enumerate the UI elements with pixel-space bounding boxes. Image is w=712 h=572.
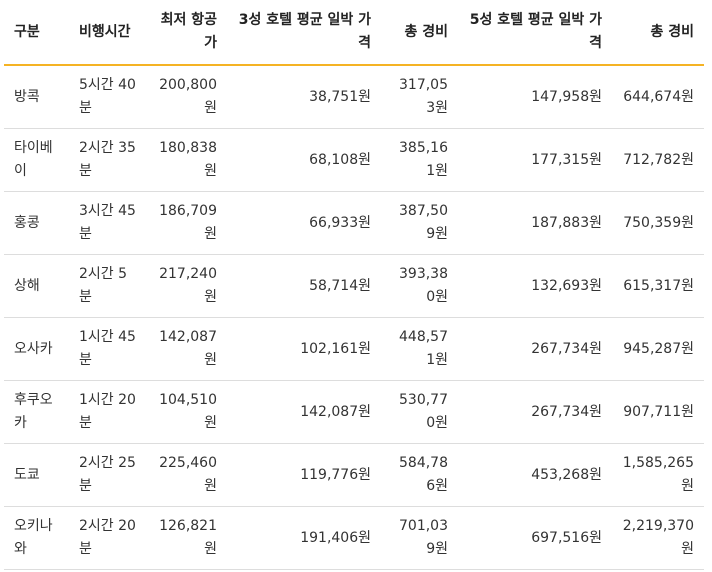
cell-region: 홍콩 — [4, 191, 69, 255]
cell-5star-hotel-price: 132,693원 — [458, 254, 612, 318]
cell-lowest-airfare: 180,838원 — [149, 128, 227, 192]
cell-flight-time: 3시간 45분 — [69, 191, 149, 255]
table-body: 방콕 5시간 40분 200,800원 38,751원 317,053원 147… — [4, 65, 704, 570]
cell-3star-total-cost: 701,039원 — [381, 506, 458, 570]
header-lowest-airfare: 최저 항공가 — [149, 0, 227, 66]
header-3star-total-cost: 총 경비 — [381, 0, 458, 66]
cell-5star-total-cost: 945,287원 — [612, 317, 704, 381]
cell-5star-hotel-price: 453,268원 — [458, 443, 612, 507]
cell-flight-time: 2시간 20분 — [69, 506, 149, 570]
cell-region: 오사카 — [4, 317, 69, 381]
cell-5star-total-cost: 1,585,265원 — [612, 443, 704, 507]
header-5star-hotel-price: 5성 호텔 평균 일박 가격 — [458, 0, 612, 66]
header-5star-total-cost: 총 경비 — [612, 0, 704, 66]
cell-lowest-airfare: 225,460원 — [149, 443, 227, 507]
table-row: 도쿄 2시간 25분 225,460원 119,776원 584,786원 45… — [4, 443, 704, 507]
cell-3star-total-cost: 385,161원 — [381, 128, 458, 192]
table-row: 오키나와 2시간 20분 126,821원 191,406원 701,039원 … — [4, 506, 704, 570]
cell-3star-total-cost: 584,786원 — [381, 443, 458, 507]
table-row: 상해 2시간 5분 217,240원 58,714원 393,380원 132,… — [4, 254, 704, 318]
cell-region: 상해 — [4, 254, 69, 318]
cell-3star-hotel-price: 191,406원 — [227, 506, 381, 570]
cell-region: 타이베이 — [4, 128, 69, 192]
cell-flight-time: 2시간 35분 — [69, 128, 149, 192]
cell-5star-hotel-price: 187,883원 — [458, 191, 612, 255]
cell-3star-hotel-price: 38,751원 — [227, 65, 381, 129]
cell-lowest-airfare: 104,510원 — [149, 380, 227, 444]
cell-flight-time: 5시간 40분 — [69, 65, 149, 129]
cell-5star-total-cost: 644,674원 — [612, 65, 704, 129]
cell-lowest-airfare: 126,821원 — [149, 506, 227, 570]
cell-3star-hotel-price: 142,087원 — [227, 380, 381, 444]
cell-3star-hotel-price: 68,108원 — [227, 128, 381, 192]
cell-flight-time: 1시간 45분 — [69, 317, 149, 381]
cell-3star-total-cost: 530,770원 — [381, 380, 458, 444]
cell-lowest-airfare: 217,240원 — [149, 254, 227, 318]
cell-flight-time: 2시간 5분 — [69, 254, 149, 318]
header-region: 구분 — [4, 0, 69, 66]
header-row: 구분 비행시간 최저 항공가 3성 호텔 평균 일박 가격 총 경비 5성 호텔… — [4, 0, 704, 66]
cell-3star-hotel-price: 58,714원 — [227, 254, 381, 318]
table-row: 홍콩 3시간 45분 186,709원 66,933원 387,509원 187… — [4, 191, 704, 255]
cell-3star-total-cost: 317,053원 — [381, 65, 458, 129]
header-flight-time: 비행시간 — [69, 0, 149, 66]
cell-3star-total-cost: 448,571원 — [381, 317, 458, 381]
cell-5star-hotel-price: 177,315원 — [458, 128, 612, 192]
cell-5star-hotel-price: 697,516원 — [458, 506, 612, 570]
travel-cost-table: 구분 비행시간 최저 항공가 3성 호텔 평균 일박 가격 총 경비 5성 호텔… — [4, 0, 704, 570]
cell-5star-total-cost: 907,711원 — [612, 380, 704, 444]
table-row: 타이베이 2시간 35분 180,838원 68,108원 385,161원 1… — [4, 128, 704, 192]
cell-region: 도쿄 — [4, 443, 69, 507]
cell-3star-hotel-price: 102,161원 — [227, 317, 381, 381]
cell-5star-total-cost: 750,359원 — [612, 191, 704, 255]
cell-3star-total-cost: 393,380원 — [381, 254, 458, 318]
cell-region: 오키나와 — [4, 506, 69, 570]
table-row: 방콕 5시간 40분 200,800원 38,751원 317,053원 147… — [4, 65, 704, 129]
cell-3star-hotel-price: 66,933원 — [227, 191, 381, 255]
cell-region: 방콕 — [4, 65, 69, 129]
cell-flight-time: 2시간 25분 — [69, 443, 149, 507]
table-row: 오사카 1시간 45분 142,087원 102,161원 448,571원 2… — [4, 317, 704, 381]
cell-lowest-airfare: 200,800원 — [149, 65, 227, 129]
cell-5star-total-cost: 712,782원 — [612, 128, 704, 192]
table-header: 구분 비행시간 최저 항공가 3성 호텔 평균 일박 가격 총 경비 5성 호텔… — [4, 0, 704, 66]
cell-lowest-airfare: 142,087원 — [149, 317, 227, 381]
cell-flight-time: 1시간 20분 — [69, 380, 149, 444]
header-3star-hotel-price: 3성 호텔 평균 일박 가격 — [227, 0, 381, 66]
cell-5star-total-cost: 615,317원 — [612, 254, 704, 318]
cell-5star-hotel-price: 267,734원 — [458, 317, 612, 381]
cell-5star-total-cost: 2,219,370원 — [612, 506, 704, 570]
cell-3star-hotel-price: 119,776원 — [227, 443, 381, 507]
cell-5star-hotel-price: 147,958원 — [458, 65, 612, 129]
cell-lowest-airfare: 186,709원 — [149, 191, 227, 255]
cell-region: 후쿠오카 — [4, 380, 69, 444]
table-row: 후쿠오카 1시간 20분 104,510원 142,087원 530,770원 … — [4, 380, 704, 444]
cell-3star-total-cost: 387,509원 — [381, 191, 458, 255]
cell-5star-hotel-price: 267,734원 — [458, 380, 612, 444]
